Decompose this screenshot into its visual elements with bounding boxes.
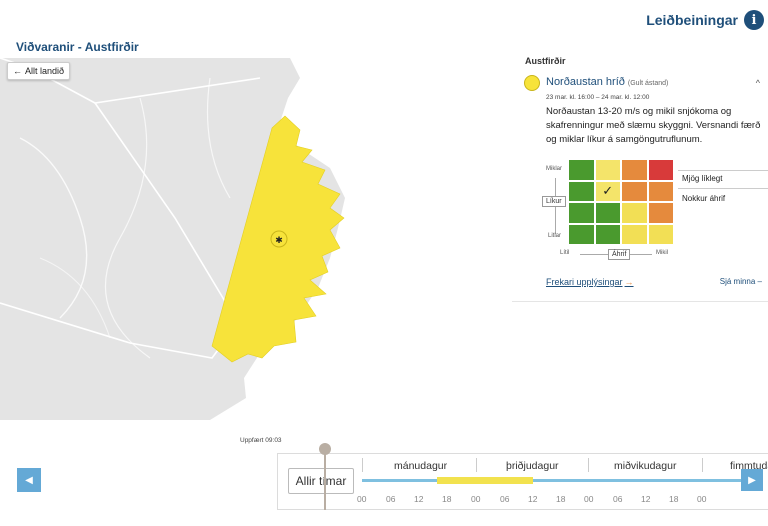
map-canvas[interactable]: ✱ [0, 58, 512, 420]
matrix-cell [647, 159, 674, 181]
matrix-cell [621, 202, 648, 224]
hour-label: 06 [386, 494, 396, 504]
more-info-link[interactable]: Frekari upplýsingar → [546, 277, 634, 287]
day-separator [362, 458, 363, 472]
legend-divider [678, 188, 768, 189]
warning-period-bar [437, 477, 533, 484]
warning-title-text[interactable]: Norðaustan hríð [546, 76, 625, 88]
likelihood-legend: Mjög líklegt [682, 174, 723, 183]
hour-label: 18 [556, 494, 566, 504]
day-separator [702, 458, 703, 472]
warning-title[interactable]: Norðaustan hríð (Gult ástand) [546, 76, 668, 88]
impact-right: Mikil [656, 250, 668, 256]
page-title: Viðvaranir - Austfirðir [16, 40, 139, 54]
likelihood-bottom: Litlar [548, 233, 562, 239]
check-icon: ✓ [602, 183, 614, 199]
warning-description: Norðaustan 13-20 m/s og mikil snjókoma o… [546, 106, 761, 145]
arrow-right-icon: → [624, 277, 634, 287]
day-label[interactable]: þriðjudagur [506, 460, 559, 472]
time-handle-line[interactable] [324, 448, 326, 510]
matrix-cell [647, 180, 674, 202]
day-label[interactable]: miðvikudagur [614, 460, 677, 472]
hour-label: 18 [669, 494, 679, 504]
help-label[interactable]: Leiðbeiningar [646, 12, 738, 28]
impact-left: Lítil [560, 250, 570, 256]
impact-label: Áhrif [608, 249, 631, 260]
chevron-up-icon[interactable]: ^ [755, 78, 760, 88]
info-icon[interactable]: i [744, 10, 764, 30]
matrix-cell [594, 159, 621, 181]
snow-wind-icon [524, 75, 540, 91]
legend-divider [678, 170, 768, 171]
hour-label: 06 [613, 494, 623, 504]
hour-label: 12 [528, 494, 538, 504]
matrix-cell [568, 223, 595, 245]
back-to-all-button[interactable]: ← Allt landið [7, 62, 71, 80]
matrix-cell [594, 223, 621, 245]
arrow-left-icon: ← [13, 66, 22, 76]
warning-marker [270, 230, 288, 248]
matrix-cell-selected: ✓ [594, 180, 621, 202]
matrix-cell [568, 159, 595, 181]
triangle-right-icon: ▶ [748, 474, 756, 486]
risk-matrix: ✓ [568, 159, 674, 245]
next-button[interactable]: ▶ [741, 469, 763, 491]
svg-text:✱: ✱ [275, 236, 283, 246]
hour-label: 12 [641, 494, 651, 504]
day-label[interactable]: mánudagur [394, 460, 448, 472]
matrix-cell [621, 159, 648, 181]
timeline-track[interactable] [362, 479, 762, 482]
updated-time: Uppfært 09:03 [240, 437, 282, 444]
likelihood-top: Miklar [546, 166, 562, 172]
time-handle[interactable] [319, 443, 331, 455]
back-label: Allt landið [25, 66, 65, 76]
matrix-cell [621, 223, 648, 245]
matrix-cell [647, 223, 674, 245]
warning-panel: Austfirðir Norðaustan hríð (Gult ástand) … [512, 52, 768, 302]
matrix-cell [621, 180, 648, 202]
hour-label: 00 [357, 494, 367, 504]
region-border [94, 102, 233, 314]
day-separator [476, 458, 477, 472]
matrix-cell [647, 202, 674, 224]
matrix-cell [568, 202, 595, 224]
show-less-link[interactable]: Sjá minna – [719, 277, 762, 286]
hour-label: 00 [471, 494, 481, 504]
map[interactable]: ✱ [0, 58, 512, 420]
likelihood-label: Líkur [542, 196, 566, 207]
matrix-cell [594, 202, 621, 224]
hour-label: 00 [584, 494, 594, 504]
warning-time: 23 mar. kl. 16:00 – 24 mar. kl. 12:00 [546, 94, 650, 101]
matrix-cell [568, 180, 595, 202]
triangle-left-icon: ◀ [25, 474, 33, 486]
hour-label: 00 [697, 494, 707, 504]
warning-level: (Gult ástand) [627, 80, 669, 87]
timeline[interactable]: Allir tímar mánudagur þriðjudagur miðvik… [277, 453, 768, 510]
all-times-button[interactable]: Allir tímar [288, 468, 354, 494]
hour-label: 06 [500, 494, 510, 504]
help-link[interactable]: Leiðbeiningar i [646, 10, 764, 30]
hour-label: 18 [442, 494, 452, 504]
hour-label: 12 [414, 494, 424, 504]
prev-button[interactable]: ◀ [17, 468, 41, 492]
day-separator [588, 458, 589, 472]
more-info-label[interactable]: Frekari upplýsingar [546, 277, 623, 287]
impact-legend: Nokkur áhrif [682, 194, 726, 203]
region-name: Austfirðir [525, 56, 566, 66]
